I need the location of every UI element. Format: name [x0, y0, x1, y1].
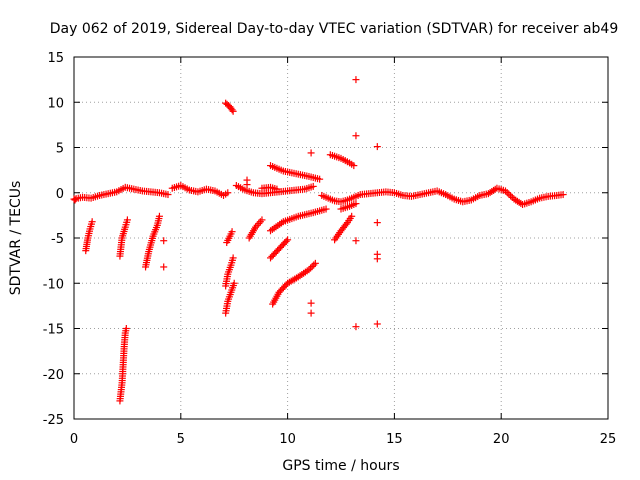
data-point: [123, 216, 131, 224]
data-point: [352, 76, 360, 84]
chart-title: Day 062 of 2019, Sidereal Day-to-day VTE…: [50, 21, 619, 37]
data-point: [228, 228, 236, 236]
data-point: [160, 263, 168, 271]
data-point: [311, 259, 319, 267]
y-axis-label: SDTVAR / TECUs: [8, 181, 24, 296]
data-point: [342, 220, 350, 228]
data-point: [503, 189, 511, 197]
data-point: [373, 219, 381, 227]
data-point: [88, 218, 96, 226]
y-tick-label: 0: [56, 187, 64, 202]
y-tick-label: -10: [43, 277, 64, 292]
x-axis-label: GPS time / hours: [282, 458, 399, 474]
y-tick-label: -5: [51, 232, 64, 247]
data-point: [71, 196, 79, 204]
data-point: [228, 106, 236, 114]
axis-ticks: 0 5 10 15 20 25 -25 -20 -15 -10 -5 0 5 10 15: [43, 51, 617, 447]
x-tick-label: 5: [177, 432, 185, 447]
data-point: [501, 187, 509, 195]
data-point: [155, 212, 163, 220]
data-point: [229, 107, 237, 115]
data-point: [307, 299, 315, 307]
y-tick-label: 5: [56, 142, 64, 157]
data-point: [308, 263, 316, 271]
data-point: [505, 190, 513, 198]
data-points: [70, 76, 567, 405]
data-point: [160, 237, 168, 245]
data-point: [307, 309, 315, 317]
data-point: [164, 191, 172, 199]
x-tick-label: 25: [600, 432, 617, 447]
data-point: [243, 181, 251, 189]
data-point: [258, 216, 266, 224]
y-tick-label: 10: [47, 96, 64, 111]
data-point: [350, 162, 358, 170]
data-point: [373, 255, 381, 263]
data-point: [310, 261, 318, 269]
data-point: [224, 189, 232, 197]
x-tick-label: 20: [493, 432, 510, 447]
data-point: [305, 266, 313, 274]
data-point: [507, 192, 515, 200]
x-tick-label: 10: [279, 432, 296, 447]
data-point: [373, 320, 381, 328]
y-tick-label: 15: [47, 51, 64, 66]
x-tick-label: 0: [70, 432, 78, 447]
data-point: [322, 205, 330, 213]
data-point: [348, 212, 356, 220]
data-point: [256, 218, 264, 226]
data-point: [255, 220, 263, 228]
data-point: [559, 191, 567, 199]
data-point: [307, 264, 315, 272]
data-point: [373, 143, 381, 151]
data-point: [352, 200, 360, 208]
y-tick-label: -20: [43, 368, 64, 383]
y-tick-label: -15: [43, 323, 64, 338]
data-point: [307, 149, 315, 157]
data-point: [309, 182, 317, 190]
data-point: [352, 323, 360, 331]
x-tick-label: 15: [386, 432, 403, 447]
y-tick-label: -25: [43, 413, 64, 428]
data-point: [316, 175, 324, 183]
data-point: [122, 325, 130, 332]
data-point: [352, 132, 360, 140]
data-point: [282, 237, 290, 245]
data-point: [273, 185, 281, 193]
data-point: [230, 279, 238, 287]
data-point: [284, 236, 292, 244]
data-point: [229, 254, 237, 262]
data-point: [352, 237, 360, 245]
